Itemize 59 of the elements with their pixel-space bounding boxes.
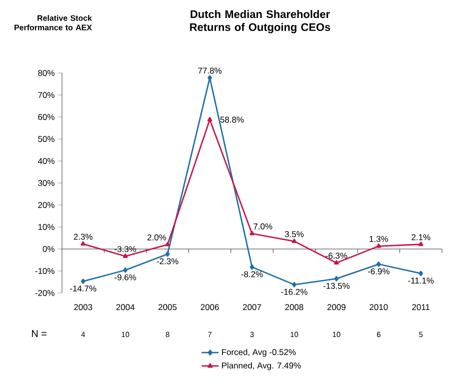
y-tick-label: 40% (38, 158, 54, 164)
point (123, 267, 128, 273)
point (80, 241, 86, 246)
data-label: 3.5% (284, 231, 304, 238)
data-label: -6.3% (326, 252, 348, 259)
data-label: -8.2% (241, 271, 263, 278)
data-label: 2.0% (147, 234, 166, 240)
y-tick-label: 0% (42, 246, 54, 252)
y-tick-label: 50% (38, 136, 54, 142)
data-label: 77.8% (198, 68, 222, 74)
data-label: -11.1% (408, 278, 434, 284)
point (376, 261, 381, 267)
data-label: -16.2% (281, 288, 308, 295)
point (418, 270, 424, 276)
x-tick-label: 2005 (158, 304, 177, 310)
data-label: 58.8% (220, 116, 244, 123)
point (122, 254, 128, 258)
point (80, 278, 86, 284)
point (292, 238, 297, 243)
y-tick-label: 70% (38, 92, 54, 98)
data-label: -6.9% (368, 268, 390, 274)
point (165, 242, 170, 246)
x-tick-label: 2007 (243, 304, 261, 310)
data-label: -13.5% (323, 282, 350, 289)
y-tick-label: -20% (35, 290, 54, 296)
x-tick-label: 2009 (327, 304, 346, 310)
x-tick-label: 2008 (285, 304, 304, 310)
data-label: 1.3% (370, 236, 388, 242)
y-tick-label: 30% (38, 180, 54, 186)
x-tick-label: 2010 (370, 304, 388, 310)
point (418, 242, 424, 246)
data-label: -14.7% (70, 286, 96, 292)
x-tick-label: 2003 (74, 304, 92, 310)
x-tick-label: 2011 (412, 304, 430, 310)
text: N = (32, 330, 46, 337)
x-tick-label: 2006 (200, 304, 219, 310)
y-tick-label: 10% (38, 224, 54, 230)
point (165, 251, 170, 257)
data-label: 2.3% (74, 234, 92, 240)
point (250, 264, 254, 270)
data-label: -3.3% (114, 246, 136, 252)
point (334, 260, 339, 265)
data-label: 2.1% (412, 234, 430, 240)
y-tick-label: 20% (38, 202, 54, 208)
point (250, 230, 254, 236)
point (376, 243, 382, 248)
legend-label: Forced, Avg -0.52% (222, 348, 296, 357)
point (207, 116, 212, 122)
y-tick-label: -10% (35, 268, 54, 274)
legend-label: Planned, Avg. 7.49% (222, 362, 301, 370)
y-tick-label: 60% (38, 114, 54, 120)
x-tick-label: 2004 (116, 304, 135, 310)
data-label: -2.3% (156, 258, 178, 264)
data-label: 7.0% (254, 223, 272, 230)
point (334, 276, 339, 282)
y-tick-label: 80% (38, 70, 54, 76)
data-label: -9.6% (114, 274, 136, 280)
point (292, 282, 296, 288)
chart-title: Dutch Median Shareholder Returns of Outgoing CEOs (190, 10, 330, 34)
